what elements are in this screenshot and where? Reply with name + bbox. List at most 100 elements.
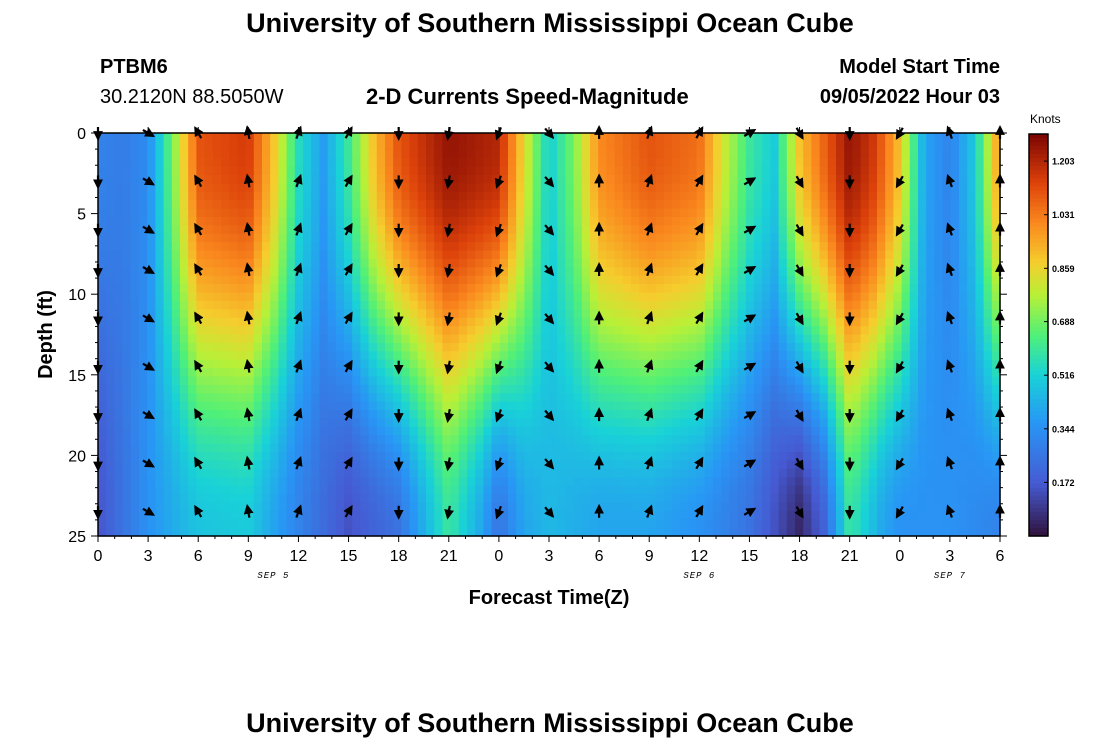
- heatmap-cell: [516, 200, 525, 210]
- heatmap-cell: [229, 216, 238, 226]
- heatmap-cell: [475, 166, 484, 176]
- heatmap-cell: [581, 435, 591, 445]
- heatmap-cell: [442, 468, 452, 478]
- heatmap-cell: [721, 317, 730, 327]
- heatmap-cell: [721, 309, 730, 319]
- heatmap-cell: [467, 225, 476, 235]
- heatmap-cell: [647, 443, 657, 453]
- heatmap-cell: [934, 267, 944, 277]
- heatmap-cell: [549, 334, 558, 344]
- heatmap-cell: [311, 460, 320, 470]
- heatmap-cell: [253, 208, 263, 218]
- heatmap-cell: [688, 317, 698, 327]
- heatmap-cell: [147, 149, 156, 159]
- heatmap-cell: [212, 208, 222, 218]
- heatmap-cell: [491, 426, 501, 436]
- heatmap-cell: [745, 166, 755, 176]
- heatmap-cell: [319, 351, 329, 361]
- heatmap-cell: [581, 418, 591, 428]
- heatmap-cell: [754, 174, 763, 184]
- heatmap-cell: [688, 426, 698, 436]
- heatmap-cell: [426, 200, 435, 210]
- heatmap-cell: [458, 410, 468, 420]
- heatmap-cell: [385, 342, 394, 352]
- heatmap-cell: [877, 317, 886, 327]
- heatmap-cell: [836, 368, 845, 378]
- heatmap-cell: [926, 267, 935, 277]
- heatmap-cell: [721, 519, 730, 529]
- heatmap-cell: [180, 158, 189, 168]
- heatmap-cell: [417, 351, 427, 361]
- heatmap-cell: [762, 342, 771, 352]
- heatmap-cell: [663, 233, 673, 243]
- heatmap-cell: [319, 242, 329, 252]
- heatmap-cell: [680, 494, 689, 504]
- heatmap-cell: [360, 384, 370, 394]
- heatmap-cell: [647, 233, 657, 243]
- heatmap-cell: [770, 300, 780, 310]
- heatmap-cell: [368, 452, 378, 462]
- heatmap-cell: [278, 300, 288, 310]
- heatmap-cell: [729, 225, 739, 235]
- heatmap-cell: [909, 443, 919, 453]
- heatmap-cell: [811, 309, 821, 319]
- heatmap-cell: [245, 393, 255, 403]
- heatmap-cell: [376, 183, 386, 193]
- heatmap-cell: [573, 485, 583, 495]
- heatmap-cell: [926, 292, 935, 302]
- heatmap-cell: [475, 191, 484, 201]
- heatmap-cell: [368, 208, 378, 218]
- heatmap-cell: [352, 166, 361, 176]
- heatmap-cell: [655, 401, 665, 411]
- heatmap-cell: [163, 410, 173, 420]
- heatmap-cell: [106, 334, 115, 344]
- heatmap-cell: [327, 477, 337, 487]
- heatmap-cell: [483, 418, 493, 428]
- heatmap-cell: [368, 250, 378, 260]
- heatmap-cell: [762, 410, 771, 420]
- heatmap-cell: [934, 384, 944, 394]
- heatmap-cell: [639, 216, 648, 226]
- heatmap-cell: [803, 275, 812, 285]
- heatmap-cell: [221, 216, 230, 226]
- heatmap-cell: [409, 460, 419, 470]
- heatmap-cell: [311, 242, 320, 252]
- heatmap-cell: [229, 284, 238, 294]
- heatmap-cell: [409, 174, 419, 184]
- heatmap-cell: [508, 300, 517, 310]
- heatmap-cell: [450, 359, 460, 369]
- heatmap-cell: [475, 426, 484, 436]
- heatmap-cell: [868, 309, 878, 319]
- heatmap-cell: [729, 418, 739, 428]
- heatmap-cell: [885, 359, 894, 369]
- heatmap-cell: [508, 191, 517, 201]
- heatmap-cell: [262, 225, 271, 235]
- heatmap-cell: [934, 149, 944, 159]
- heatmap-cell: [565, 452, 575, 462]
- heatmap-cell: [303, 477, 312, 487]
- heatmap-cell: [622, 435, 632, 445]
- heatmap-cell: [672, 485, 681, 495]
- heatmap-cell: [171, 258, 181, 268]
- heatmap-cell: [877, 216, 886, 226]
- heatmap-cell: [270, 384, 279, 394]
- heatmap-cell: [901, 191, 911, 201]
- heatmap-cell: [827, 435, 837, 445]
- heatmap-cell: [852, 502, 862, 512]
- heatmap-cell: [368, 418, 378, 428]
- heatmap-cell: [385, 393, 394, 403]
- heatmap-cell: [360, 216, 370, 226]
- heatmap-cell: [303, 460, 312, 470]
- heatmap-cell: [565, 494, 575, 504]
- heatmap-cell: [836, 393, 845, 403]
- heatmap-cell: [98, 292, 107, 302]
- heatmap-cell: [204, 149, 214, 159]
- heatmap-cell: [122, 368, 132, 378]
- heatmap-cell: [803, 191, 812, 201]
- heatmap-cell: [655, 485, 665, 495]
- heatmap-cell: [704, 275, 714, 285]
- heatmap-cell: [180, 334, 189, 344]
- heatmap-cell: [540, 326, 550, 336]
- heatmap-cell: [426, 275, 435, 285]
- heatmap-cell: [245, 284, 255, 294]
